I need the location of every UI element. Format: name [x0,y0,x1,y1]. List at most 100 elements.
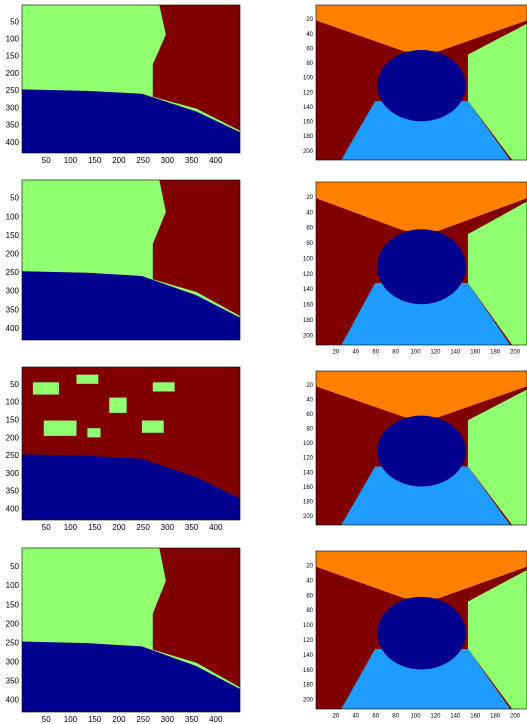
y-tick-label: 200 [6,433,20,442]
y-tick-label: 160 [303,485,314,491]
y-tick-label: 250 [6,268,20,277]
x-tick-label: 100 [411,714,422,720]
y-tick-label: 50 [10,194,19,203]
x-tick-label: 400 [209,715,223,724]
y-tick-label: 400 [6,696,20,705]
y-tick-label: 250 [6,86,20,95]
x-tick-label: 350 [185,156,199,165]
green-patch [87,428,100,437]
x-tick-label: 50 [42,715,51,724]
y-tick-label: 350 [6,121,20,130]
x-tick-label: 200 [112,523,126,532]
y-tick-label: 150 [6,415,20,424]
y-tick-label: 140 [303,470,314,476]
x-tick-label: 100 [64,523,78,532]
navy-region [377,50,466,121]
y-tick-label: 140 [303,105,314,111]
y-tick-label: 300 [6,103,20,112]
y-tick-label: 140 [303,653,314,659]
y-tick-label: 350 [6,305,20,314]
x-tick-label: 80 [392,350,399,356]
y-tick-label: 80 [306,61,313,67]
y-tick-label: 120 [303,272,314,278]
y-tick-label: 120 [303,90,314,96]
y-tick-label: 50 [10,17,19,26]
x-tick-label: 40 [352,350,359,356]
x-tick-label: 250 [136,715,150,724]
y-tick-label: 100 [6,398,20,407]
y-tick-label: 150 [6,231,20,240]
y-tick-label: 400 [6,324,20,333]
x-tick-label: 20 [333,350,340,356]
y-tick-label: 300 [6,469,20,478]
x-tick-label: 120 [430,714,441,720]
x-tick-label: 100 [64,715,78,724]
y-tick-label: 20 [306,195,313,201]
y-tick-label: 40 [306,32,313,38]
y-tick-label: 40 [306,578,313,584]
x-tick-label: 160 [470,350,481,356]
y-tick-label: 60 [306,226,313,232]
x-tick-label: 250 [136,523,150,532]
y-tick-label: 20 [306,383,313,389]
y-tick-label: 40 [306,210,313,216]
y-tick-label: 400 [6,138,20,147]
y-tick-label: 100 [303,441,314,447]
y-tick-label: 200 [303,333,314,339]
y-tick-label: 180 [303,499,314,505]
x-tick-label: 150 [88,715,102,724]
x-tick-label: 50 [42,523,51,532]
y-tick-label: 80 [306,608,313,614]
y-tick-label: 100 [6,35,20,44]
y-tick-label: 50 [10,380,19,389]
x-tick-label: 60 [372,350,379,356]
y-tick-label: 180 [303,134,314,140]
x-tick-label: 60 [372,714,379,720]
x-tick-label: 160 [470,714,481,720]
x-tick-label: 300 [161,156,175,165]
y-tick-label: 160 [303,303,314,309]
x-tick-label: 400 [209,523,223,532]
y-tick-label: 180 [303,318,314,324]
y-tick-label: 20 [306,563,313,569]
y-tick-label: 100 [303,623,314,629]
x-tick-label: 200 [510,714,521,720]
x-tick-label: 350 [185,715,199,724]
y-tick-label: 160 [303,668,314,674]
x-tick-label: 80 [392,714,399,720]
x-tick-label: 150 [88,156,102,165]
figure: 50 100 150 200 250 300 350 400 50 100 150 200 250 300… [0,0,527,724]
y-tick-label: 200 [6,69,20,78]
x-tick-label: 150 [88,523,102,532]
y-tick-label: 200 [6,250,20,259]
y-tick-label: 40 [306,398,313,404]
x-tick-label: 200 [112,156,126,165]
green-patch [109,398,126,413]
x-tick-label: 100 [411,350,422,356]
y-tick-label: 250 [6,451,20,460]
y-tick-label: 200 [303,514,314,520]
x-tick-label: 50 [42,156,51,165]
y-tick-label: 250 [6,638,20,647]
x-tick-label: 350 [185,523,199,532]
y-tick-label: 100 [6,212,20,221]
y-tick-label: 60 [306,46,313,52]
y-tick-label: 200 [303,698,314,704]
y-tick-label: 400 [6,504,20,513]
green-patch [33,382,59,394]
green-patch [44,421,77,436]
y-tick-label: 300 [6,658,20,667]
y-tick-label: 150 [6,600,20,609]
x-tick-label: 300 [161,715,175,724]
x-tick-label: 200 [112,715,126,724]
y-tick-label: 80 [306,241,313,247]
y-tick-label: 120 [303,456,314,462]
y-tick-label: 20 [306,17,313,23]
navy-region [377,416,466,487]
x-tick-label: 40 [352,714,359,720]
x-tick-label: 180 [490,350,501,356]
navy-region [377,597,466,670]
x-tick-label: 20 [333,714,340,720]
y-tick-label: 100 [6,581,20,590]
y-tick-label: 350 [6,487,20,496]
